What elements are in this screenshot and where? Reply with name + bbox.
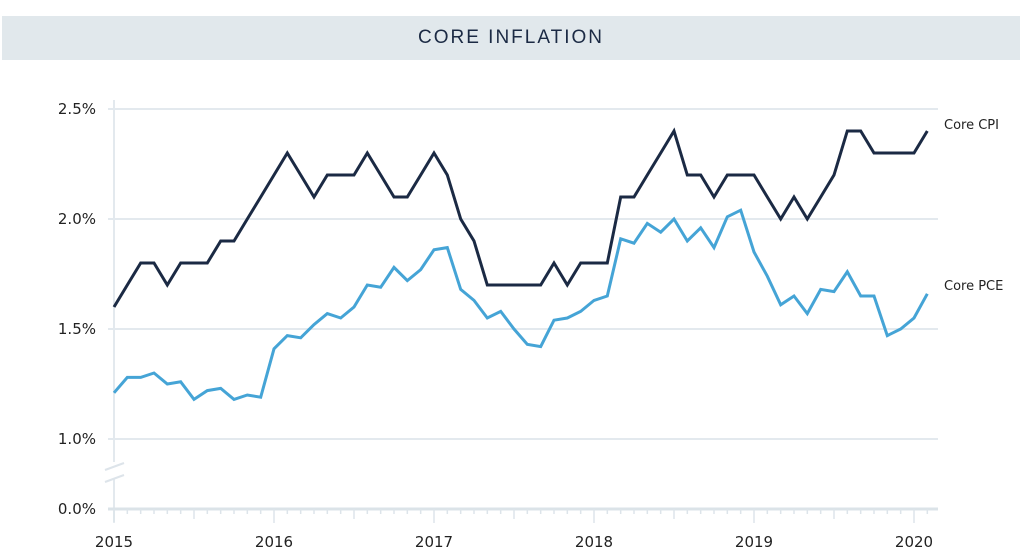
series-label-core-cpi: Core CPI xyxy=(944,118,999,133)
axis-break-mark xyxy=(104,462,125,471)
series-line-core-cpi xyxy=(112,127,929,308)
chart-title-bar: CORE INFLATION xyxy=(2,16,1020,60)
gridlines xyxy=(108,108,938,440)
axis-break-mark xyxy=(104,474,125,483)
series-label-core-pce: Core PCE xyxy=(944,279,1003,294)
x-tick-label: 2015 xyxy=(95,533,133,551)
series-line-core-pce xyxy=(112,208,929,402)
y-tick-label: 2.5% xyxy=(58,100,96,118)
y-tick-label: 2.0% xyxy=(58,210,96,228)
y-tick-label: 1.0% xyxy=(58,430,96,448)
x-axis-labels: 2015 2016 2017 2018 2019 2020 xyxy=(95,533,933,551)
x-tick-label: 2017 xyxy=(415,533,453,551)
series-lines xyxy=(112,127,929,402)
x-tick-label: 2019 xyxy=(735,533,773,551)
y-tick-label: 0.0% xyxy=(58,500,96,518)
y-tick-label: 1.5% xyxy=(58,320,96,338)
y-axis-labels: 0.0% 1.0% 1.5% 2.0% 2.5% xyxy=(58,100,96,518)
x-tick-label: 2020 xyxy=(895,533,933,551)
x-tick-label: 2016 xyxy=(255,533,293,551)
chart-title: CORE INFLATION xyxy=(418,27,604,48)
series-labels: Core CPI Core PCE xyxy=(944,118,1003,294)
axes xyxy=(104,100,938,523)
x-tick-label: 2018 xyxy=(575,533,613,551)
